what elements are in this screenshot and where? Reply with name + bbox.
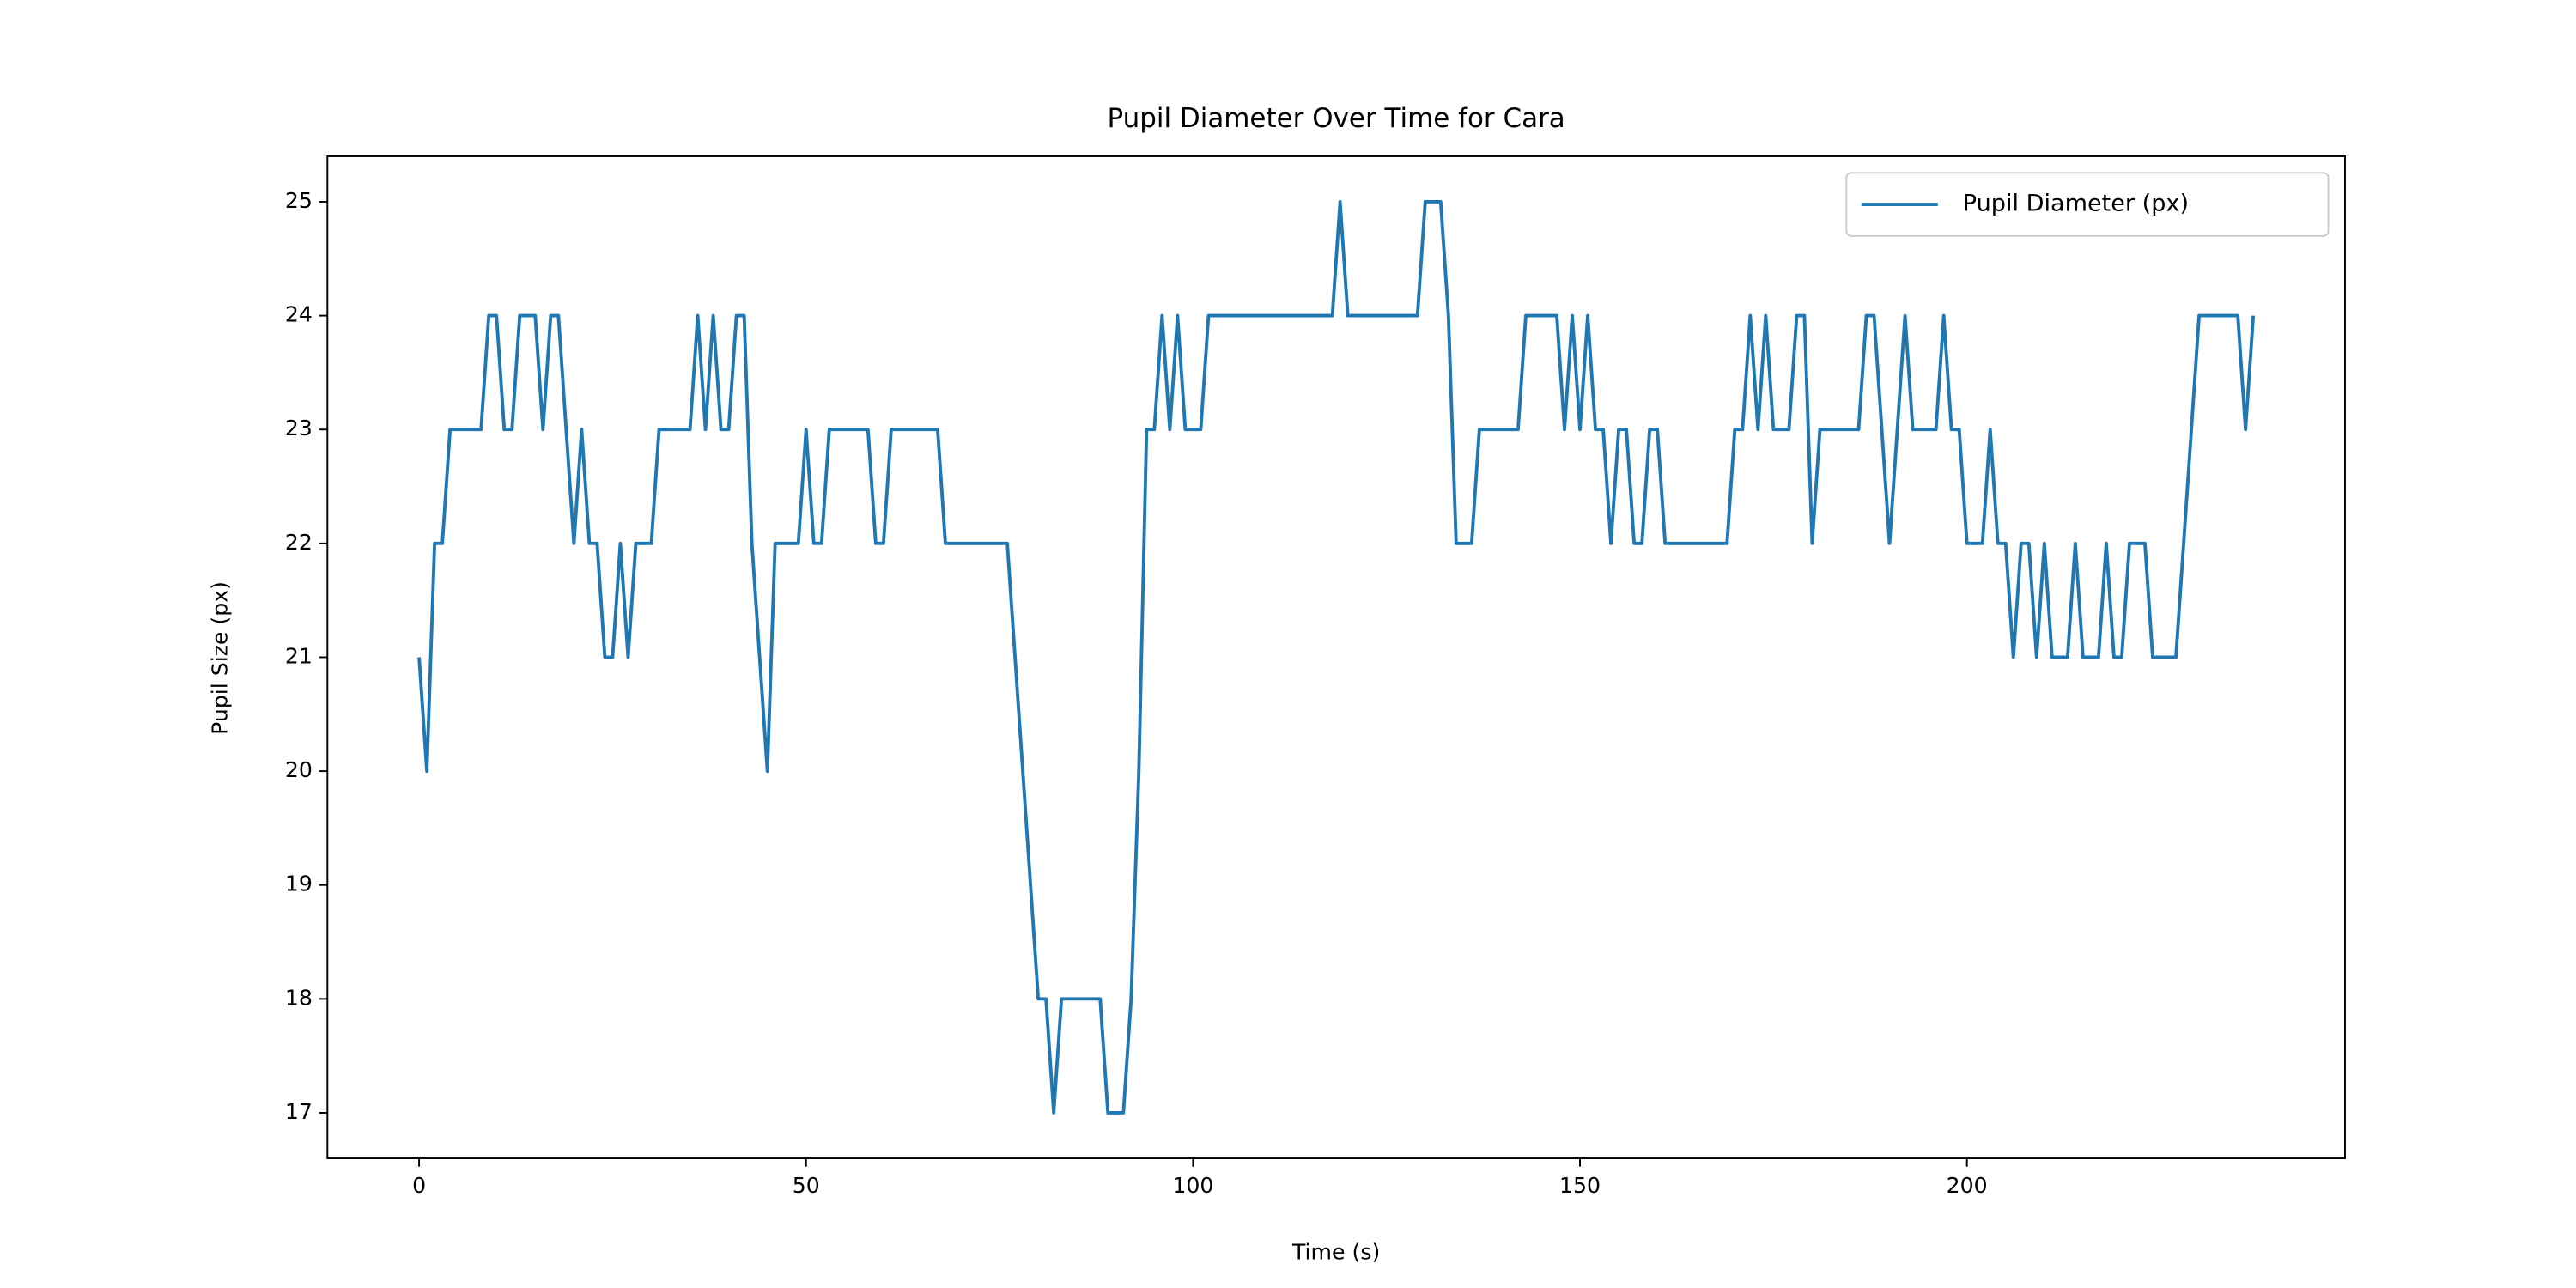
x-tick-label: 0 [412,1173,426,1198]
y-tick-label: 22 [285,530,313,555]
y-tick-label: 19 [285,872,313,896]
legend-label: Pupil Diameter (px) [1963,191,2189,217]
y-axis-label: Pupil Size (px) [207,581,232,735]
y-tick-label: 21 [285,643,313,668]
y-tick-label: 17 [285,1099,313,1124]
plot-frame [326,155,2346,1159]
y-tick-label: 20 [285,757,313,782]
legend-box [1845,172,2330,237]
x-axis-label: Time (s) [1291,1239,1380,1264]
x-tick-label: 100 [1172,1173,1213,1198]
y-tick-label: 23 [285,416,313,440]
y-tick-label: 18 [285,985,313,1010]
x-tick-label: 150 [1559,1173,1601,1198]
x-tick-label: 50 [793,1173,820,1198]
y-tick-label: 25 [285,188,313,213]
data-line [417,200,2256,1115]
chart-title: Pupil Diameter Over Time for Cara [1107,103,1564,134]
y-tick-label: 24 [285,302,313,327]
x-tick-label: 200 [1947,1173,1988,1198]
